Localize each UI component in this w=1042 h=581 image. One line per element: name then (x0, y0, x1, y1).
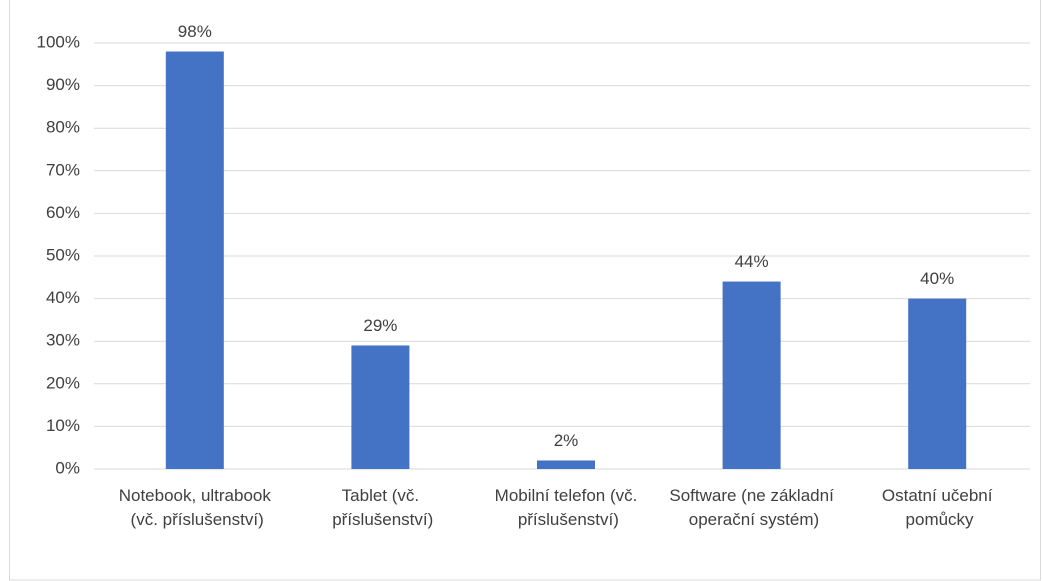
bar (165, 51, 224, 470)
x-tick-label: Software (ne základní operační systém) (669, 486, 834, 529)
data-label: 40% (920, 269, 954, 288)
bar (908, 298, 967, 469)
data-label: 44% (735, 252, 769, 271)
y-tick-label: 30% (46, 331, 80, 350)
y-tick-label: 80% (46, 118, 80, 137)
y-tick-label: 20% (46, 373, 80, 392)
y-tick-label: 60% (46, 203, 80, 222)
y-tick-label: 100% (37, 32, 80, 51)
y-tick-label: 10% (46, 416, 80, 435)
y-tick-label: 50% (46, 245, 80, 264)
bar (537, 460, 595, 469)
y-tick-label: 70% (46, 160, 80, 179)
x-tick-label: Mobilní telefon (vč. příslušenství) (495, 486, 638, 529)
x-tick-label: Notebook, ultrabook (vč. příslušenství) (119, 486, 272, 529)
y-tick-label: 40% (46, 288, 80, 307)
bar (722, 281, 781, 469)
x-tick-label: Tablet (vč. příslušenství) (327, 486, 433, 529)
y-tick-label: 0% (55, 458, 80, 477)
data-label: 98% (178, 22, 212, 41)
x-tick-label: Ostatní učební pomůcky (882, 486, 993, 529)
y-tick-label: 90% (46, 75, 80, 94)
data-label: 29% (363, 316, 397, 335)
chart-frame (9, 0, 1041, 581)
data-label: 2% (554, 431, 579, 450)
bar (351, 345, 410, 469)
